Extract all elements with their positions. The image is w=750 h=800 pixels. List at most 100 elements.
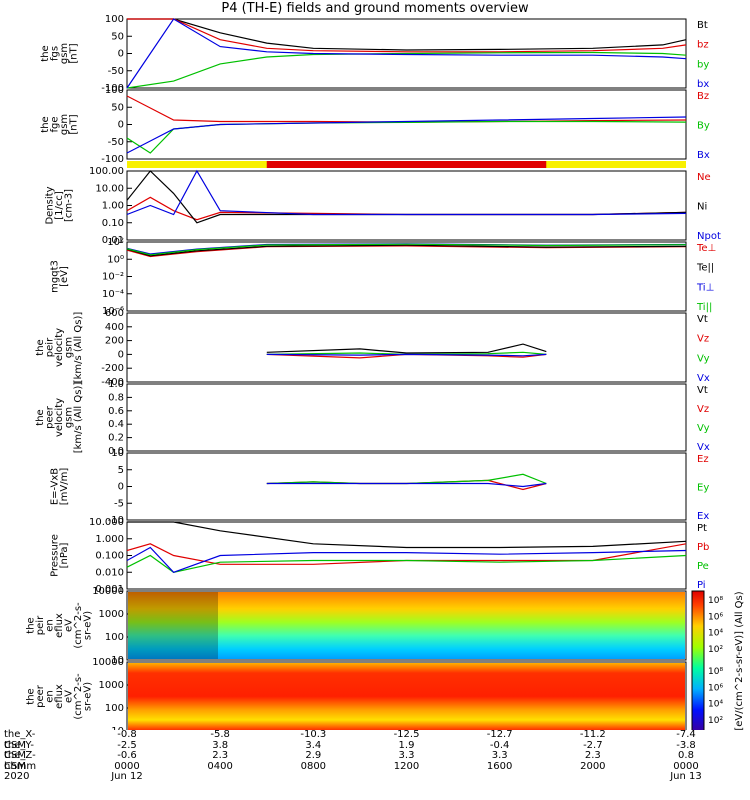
legend-Bz: Bz (697, 91, 709, 102)
y-tick-label: 200 (105, 336, 124, 347)
colorbar-tick-label: 10² (708, 716, 723, 726)
panel-frame (126, 452, 687, 521)
panel-peir_spec: 10000 1000 100 10 thepeirenefluxeV(cm^2-s-sr… (26, 586, 687, 666)
y-tick-label: 5 (118, 465, 124, 476)
panel-frame (126, 661, 687, 730)
y-tick-label: 1.000 (95, 534, 124, 545)
y-tick-label: 10 (111, 448, 124, 459)
panel-frame (126, 170, 687, 241)
y-axis-label-line: velocity (54, 398, 65, 437)
series-Pt-line (127, 521, 687, 549)
y-axis-label-line: peir (45, 337, 56, 357)
series-Te⊥-line (126, 245, 687, 258)
y-tick-label: 100 (105, 14, 124, 25)
colorbar-gradient (691, 590, 705, 730)
panel-temp: 10² 10⁰ 10⁻² 10⁻⁴ 10⁻⁶ mgqt3[eV] Te⊥ Te|| Ti⊥ Ti|… (49, 237, 716, 317)
footer-value: -0.8 (117, 729, 137, 740)
legend-Ni: Ni (697, 202, 707, 213)
colorbar-label: [eV/(cm^2-s-sr-eV)] (All Qs) (734, 591, 745, 730)
series-Ne-line (126, 196, 687, 221)
panel-frame (126, 312, 687, 383)
footer-value: -11.2 (579, 729, 606, 740)
footer-value: 2.9 (305, 750, 322, 762)
y-axis-label-line: mgqt3 (49, 260, 60, 293)
footer-value: -0.4 (489, 739, 510, 751)
y-axis-label-line: en (45, 619, 56, 632)
y-tick-label: 100.00 (89, 166, 124, 177)
y-tick-label: 10000 (92, 657, 124, 668)
y-tick-label: 10.00 (95, 183, 124, 194)
series-Bt-line (127, 18, 687, 51)
footer-value: -5.8 (210, 729, 230, 740)
legend-Pi: Pi (697, 580, 706, 591)
footer-value: -0.6 (117, 750, 137, 762)
y-axis-label-line: gsm (64, 337, 75, 358)
footer-value: 3.3 (491, 750, 508, 762)
y-tick-label: 0.2 (108, 433, 124, 444)
footer-value: 1200 (393, 760, 420, 772)
y-axis-label-line: the (35, 409, 46, 425)
legend-Te⊥: Te⊥ (696, 243, 716, 254)
panel-efield: 10 5 0 -5 -10 E=-VxB[mV/m] Ez Ey Ex (49, 448, 709, 526)
y-tick-label: -50 (108, 66, 124, 77)
footer-value: 2.3 (584, 750, 601, 762)
y-axis-label-line: fgs (49, 46, 60, 61)
y-tick-label: 0.6 (108, 406, 124, 417)
y-tick-label: -200 (101, 363, 124, 374)
y-axis-label-line: the (40, 45, 51, 61)
footer-value: -3.8 (676, 739, 696, 751)
y-axis-label-line: velocity (54, 328, 65, 367)
footer-value: 2.3 (212, 750, 229, 762)
legend-Pb: Pb (697, 542, 709, 553)
footer-value: -10.3 (300, 729, 327, 740)
legend-Bx: Bx (697, 150, 710, 161)
footer-value: 0000 (114, 760, 140, 772)
y-tick-label: 0 (118, 49, 124, 60)
series-Pb-line (126, 543, 687, 565)
series-Pe-line (126, 554, 687, 573)
legend-Ti||: Ti|| (696, 302, 712, 313)
legend-by: by (697, 59, 709, 70)
footer-row-label: the_X-CSM (4, 729, 36, 751)
colorbar-tick-label: 10⁸ (708, 596, 723, 606)
y-tick-label: 10² (107, 237, 124, 248)
y-tick-label: -5 (114, 498, 124, 509)
y-tick-label: 10⁻⁶ (102, 306, 124, 317)
series-Ey-line (266, 473, 547, 485)
y-axis-label-line: eflux (54, 684, 65, 709)
legend-Vt: Vt (697, 385, 708, 396)
y-axis-label-line: [nT] (68, 43, 79, 63)
series-bz-line (127, 18, 687, 53)
y-axis-label-line: sr-eV) (83, 611, 94, 640)
series-Ex-line (266, 482, 547, 488)
y-tick-label: 10⁰ (107, 254, 124, 265)
series-Bz-line (126, 95, 687, 123)
y-tick-label: 100 (105, 703, 124, 714)
y-tick-label: 10.000 (89, 517, 124, 528)
legend-By: By (697, 121, 710, 132)
y-tick-label: 400 (105, 322, 124, 333)
spectrogram-peer (128, 663, 685, 730)
series-bx-line (126, 18, 687, 89)
y-tick-label: 0.100 (95, 551, 124, 562)
footer-value: 0400 (207, 760, 233, 772)
series-Bx-line (126, 116, 687, 154)
footer-value: 1.9 (398, 739, 415, 751)
y-tick-label: 0.4 (108, 419, 124, 430)
y-tick-label: 10000 (92, 586, 124, 597)
colorbar-tick-label: 10⁸ (708, 667, 723, 677)
series-Pi-line (126, 546, 687, 573)
legend-Vz: Vz (697, 334, 709, 345)
legend-Ne: Ne (697, 172, 711, 183)
legend-Vx: Vx (697, 373, 710, 384)
legend-Ex: Ex (697, 511, 709, 522)
y-tick-label: 0.001 (95, 584, 124, 595)
y-tick-label: 0 (118, 482, 124, 493)
y-axis-label: mgqt3[eV] (49, 260, 70, 293)
legend-Te||: Te|| (696, 263, 714, 274)
